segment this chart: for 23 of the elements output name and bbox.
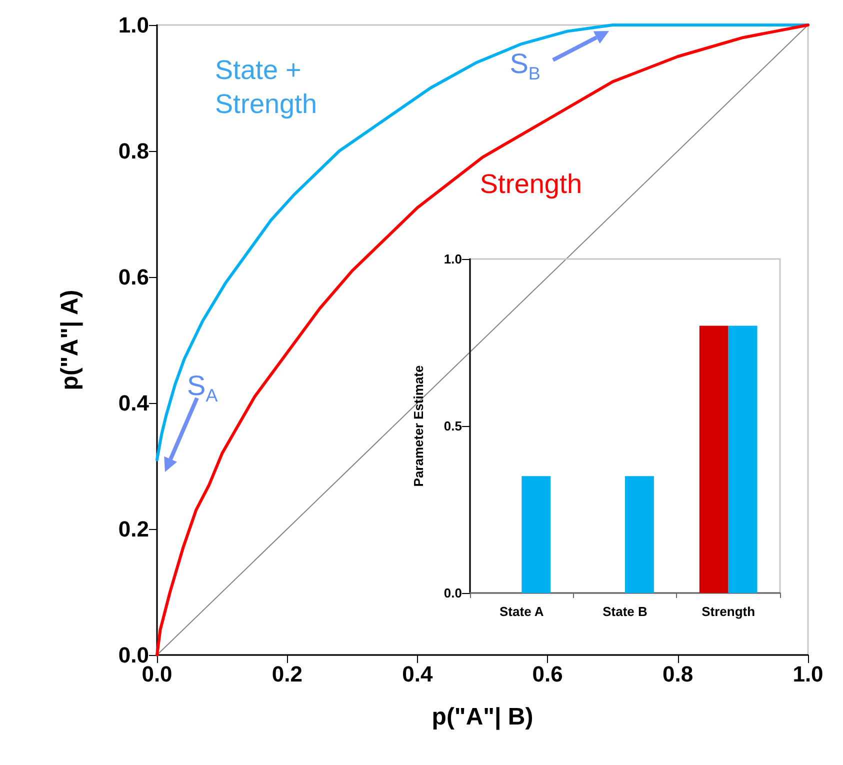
y-tick-label: 0.2 (118, 516, 149, 542)
x-axis-title: p("A"| B) (432, 704, 534, 730)
y-tick-label: 0.5 (444, 418, 462, 434)
y-tick-label: 0.8 (118, 138, 149, 164)
y-tick-label: 0.0 (444, 586, 462, 600)
annotation: S$_{B}$ (510, 48, 540, 84)
y-axis-title: p("A"| A) (56, 290, 84, 390)
x-tick-label: State B (602, 604, 648, 619)
y-tick-label: 1.0 (444, 252, 462, 266)
x-tick-label: 0.4 (402, 662, 434, 686)
x-tick-label: Strength (702, 604, 756, 619)
x-tick-label: State A (500, 604, 544, 619)
x-tick-label: 0.2 (272, 662, 302, 686)
series-label: State + Strength (214, 54, 318, 122)
series-label: Strength (480, 168, 583, 201)
y-tick-label: 1.0 (118, 12, 149, 38)
x-tick-label: 0.6 (532, 662, 563, 686)
y-axis-title: Parameter Estimate (411, 365, 426, 487)
annotation: S$_{A}$ (187, 370, 218, 406)
x-tick-label: 1.0 (792, 662, 824, 686)
y-tick-label: 0.6 (118, 264, 149, 290)
y-tick-label: 0.4 (118, 390, 150, 416)
x-tick-label: 0.8 (662, 662, 694, 686)
